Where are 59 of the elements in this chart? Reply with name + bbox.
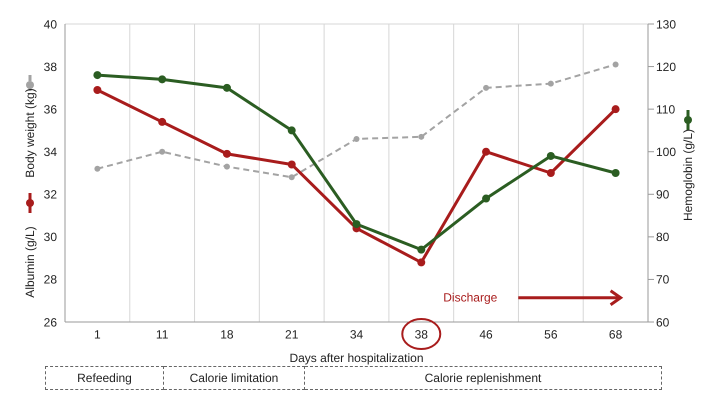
- legend-label: Albumin (g/L): [23, 226, 37, 298]
- y2-tick-label: 80: [656, 230, 670, 244]
- x-tick-label: 1: [94, 328, 102, 342]
- point: [354, 136, 360, 142]
- point: [93, 86, 102, 94]
- text: Refeeding: [45, 366, 164, 390]
- y2-tick-label: 100: [656, 144, 676, 159]
- text: Calorie replenishment: [305, 366, 662, 390]
- x-tick-label: 38: [414, 328, 428, 342]
- point: [612, 169, 620, 177]
- legend-label: Body weight (kg): [23, 88, 37, 178]
- point: [483, 84, 490, 91]
- point: [546, 152, 555, 160]
- point: [158, 75, 166, 84]
- annotation: Discharge: [443, 290, 498, 305]
- text: Calorie limitation: [164, 366, 305, 390]
- y2-tick-label: 120: [656, 60, 676, 74]
- point: [222, 150, 231, 158]
- x-axis-title: Days after hospitalization: [289, 351, 424, 365]
- point: [94, 166, 100, 172]
- y2-tick-label: 110: [656, 102, 676, 116]
- y-tick-label: 40: [44, 17, 58, 32]
- point: [288, 126, 296, 134]
- y-tick-label: 38: [44, 60, 58, 74]
- point: [418, 134, 424, 140]
- point: [482, 194, 490, 203]
- point: [93, 71, 102, 80]
- y2-tick-label: 70: [656, 272, 670, 287]
- y-tick-label: 30: [44, 230, 58, 244]
- point: [288, 160, 296, 168]
- y2-tick-label: 60: [656, 315, 670, 330]
- x-tick-label: 34: [350, 328, 364, 342]
- point: [546, 169, 555, 177]
- y-tick-label: 28: [44, 272, 58, 287]
- point: [482, 148, 490, 156]
- x-tick-label: 21: [285, 328, 299, 342]
- point: [159, 148, 166, 155]
- x-tick-label: 11: [156, 328, 169, 342]
- x-tick-label: 68: [608, 328, 623, 342]
- y-tick-label: 26: [44, 315, 58, 330]
- point: [548, 80, 554, 87]
- point: [222, 84, 231, 92]
- point: [352, 220, 360, 228]
- point: [612, 61, 619, 68]
- point: [288, 174, 295, 180]
- point: [612, 105, 620, 114]
- x-tick-label: 46: [479, 328, 494, 342]
- y-tick-label: 36: [44, 102, 58, 116]
- point: [158, 118, 166, 126]
- x-tick-label: 56: [544, 328, 558, 342]
- point: [224, 164, 230, 170]
- y-tick-label: 34: [44, 144, 58, 159]
- y2-tick-label: 130: [656, 17, 676, 32]
- x-tick-label: 18: [220, 328, 234, 342]
- legend-label: Hemoglobin (g/L): [681, 128, 695, 222]
- point: [417, 246, 426, 254]
- point: [417, 258, 426, 266]
- y-tick-label: 32: [44, 188, 58, 202]
- y2-tick-label: 90: [656, 188, 670, 202]
